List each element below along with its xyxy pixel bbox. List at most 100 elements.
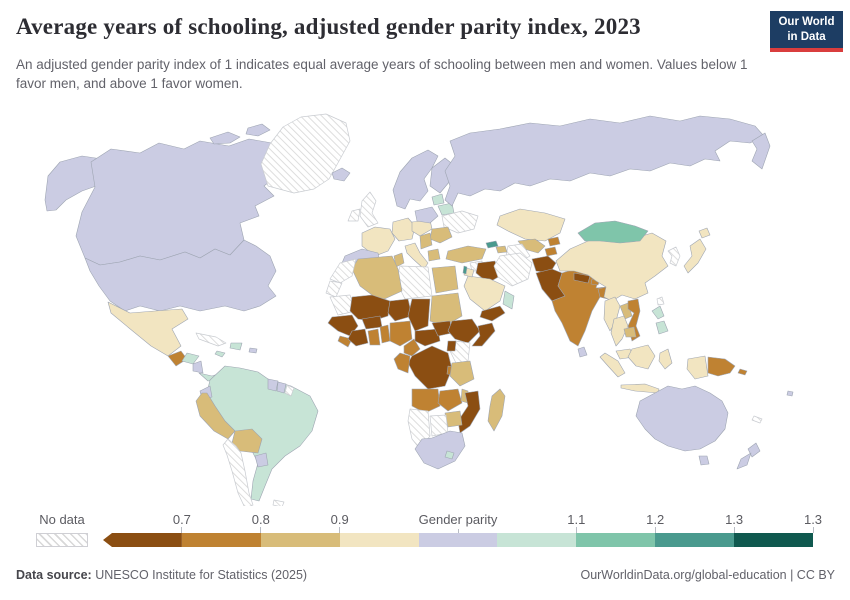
legend-color-segment[interactable]	[655, 533, 735, 547]
country-yemen[interactable]	[479, 305, 506, 322]
country-kyrgyzstan[interactable]	[547, 236, 561, 247]
country-zambia[interactable]	[437, 388, 463, 412]
country-taiwan[interactable]	[656, 296, 665, 306]
country-libya[interactable]	[395, 265, 433, 300]
country-israel[interactable]	[462, 265, 468, 275]
country-poland[interactable]	[414, 206, 439, 224]
country-arctic1[interactable]	[209, 131, 241, 145]
legend-color-segment[interactable]	[576, 533, 656, 547]
country-turkey[interactable]	[445, 245, 487, 264]
country-nicaragua[interactable]	[192, 360, 204, 374]
country-tasmania[interactable]	[698, 455, 710, 466]
country-car[interactable]	[414, 328, 441, 347]
country-peru[interactable]	[195, 392, 236, 440]
country-nepal[interactable]	[573, 272, 591, 284]
country-japan[interactable]	[683, 238, 707, 274]
country-guyana[interactable]	[267, 378, 279, 392]
country-honduras[interactable]	[181, 352, 200, 365]
country-newcaledonia[interactable]	[751, 415, 763, 424]
legend-color-segment[interactable]	[103, 533, 182, 547]
country-australia[interactable]	[635, 385, 729, 452]
country-iran[interactable]	[493, 252, 533, 287]
country-suriname[interactable]	[276, 381, 287, 394]
legend-color-segment[interactable]	[339, 533, 419, 547]
country-ukraine[interactable]	[441, 210, 479, 234]
country-cambodia[interactable]	[623, 326, 637, 338]
country-ghana[interactable]	[367, 328, 381, 346]
country-ireland[interactable]	[347, 208, 361, 222]
country-srilanka[interactable]	[577, 346, 588, 358]
country-tanzania[interactable]	[449, 360, 475, 387]
legend-color-segment[interactable]	[497, 533, 577, 547]
country-kazakhstan[interactable]	[496, 208, 566, 242]
country-mexico[interactable]	[107, 301, 189, 357]
country-mozambique[interactable]	[457, 390, 481, 434]
country-thailand[interactable]	[610, 315, 629, 347]
country-sumatra[interactable]	[599, 352, 626, 378]
country-cotedivoire[interactable]	[347, 328, 369, 347]
license-note[interactable]: OurWorldinData.org/global-education | CC…	[580, 568, 835, 582]
legend-color-segment[interactable]	[260, 533, 340, 547]
country-jamaica[interactable]	[214, 350, 226, 358]
country-uganda[interactable]	[446, 340, 457, 352]
country-hokkaido[interactable]	[698, 227, 711, 239]
country-hispaniola[interactable]	[229, 342, 243, 351]
country-greenland[interactable]	[260, 113, 351, 194]
country-mali[interactable]	[349, 294, 391, 322]
country-germany[interactable]	[391, 217, 416, 242]
country-russia[interactable]	[444, 115, 765, 207]
country-korea[interactable]	[667, 246, 681, 267]
country-philippines2[interactable]	[655, 320, 669, 335]
country-france[interactable]	[361, 226, 396, 257]
country-afghanistan[interactable]	[531, 255, 557, 274]
country-baltics[interactable]	[431, 193, 445, 206]
country-romaniabulgaria[interactable]	[429, 226, 453, 244]
country-nigeria[interactable]	[389, 320, 413, 347]
legend-no-data-swatch[interactable]	[36, 533, 88, 547]
country-puertorico[interactable]	[248, 347, 258, 354]
country-philippines1[interactable]	[651, 305, 665, 320]
legend-color-segment[interactable]	[734, 533, 814, 547]
country-uk[interactable]	[359, 191, 379, 228]
country-greece[interactable]	[427, 248, 441, 262]
country-balkans[interactable]	[419, 232, 433, 250]
country-arctic2[interactable]	[245, 123, 271, 137]
country-iceland[interactable]	[331, 167, 351, 182]
country-niger[interactable]	[387, 298, 413, 322]
country-falklands[interactable]	[272, 499, 285, 506]
country-chad[interactable]	[407, 298, 431, 332]
country-ethiopia[interactable]	[447, 318, 481, 344]
country-italy[interactable]	[404, 242, 429, 270]
country-lesotho[interactable]	[444, 450, 455, 460]
country-algeria[interactable]	[351, 255, 403, 302]
country-mongolia[interactable]	[577, 220, 649, 244]
country-georgia[interactable]	[485, 240, 499, 249]
country-frguiana[interactable]	[284, 384, 295, 397]
country-nz2[interactable]	[736, 452, 752, 470]
country-congogabon[interactable]	[393, 352, 411, 374]
country-togobenin[interactable]	[379, 324, 391, 344]
country-cameroon[interactable]	[403, 338, 421, 357]
country-zimbabwe[interactable]	[444, 410, 463, 428]
country-azerbaijan[interactable]	[495, 245, 508, 254]
country-chile[interactable]	[222, 438, 254, 506]
country-somalia[interactable]	[471, 322, 496, 347]
legend-color-segment[interactable]	[418, 533, 498, 547]
country-morocco[interactable]	[329, 258, 357, 284]
country-paraguay[interactable]	[254, 452, 269, 468]
country-png[interactable]	[707, 356, 736, 377]
country-wsahara[interactable]	[325, 280, 343, 298]
country-fiji[interactable]	[786, 390, 794, 397]
country-cuba[interactable]	[195, 332, 227, 347]
country-oman[interactable]	[502, 290, 515, 310]
country-westpapua[interactable]	[686, 355, 709, 380]
country-borneo[interactable]	[627, 344, 656, 370]
country-angola[interactable]	[411, 388, 441, 414]
legend-color-segment[interactable]	[181, 533, 261, 547]
country-drc[interactable]	[407, 345, 453, 390]
country-madagascar[interactable]	[487, 388, 506, 432]
country-tajikistan[interactable]	[544, 246, 558, 257]
country-solomon[interactable]	[737, 368, 748, 376]
country-egypt[interactable]	[431, 265, 459, 294]
country-saudi[interactable]	[463, 275, 506, 312]
